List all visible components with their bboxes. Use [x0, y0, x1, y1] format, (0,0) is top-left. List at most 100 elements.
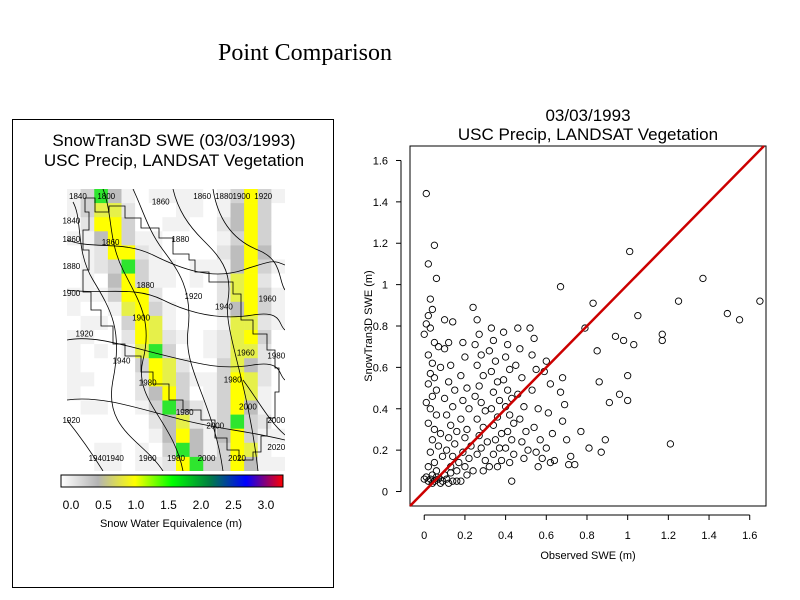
data-point	[558, 374, 567, 382]
contour-label: 2000	[206, 422, 224, 431]
raster-cell	[121, 301, 136, 317]
raster-cell	[148, 344, 163, 359]
contour-label: 2000	[267, 416, 285, 425]
raster-cell	[121, 400, 136, 415]
data-point	[432, 411, 441, 419]
raster-cell	[67, 414, 81, 429]
data-point	[532, 365, 540, 374]
raster-cell	[80, 358, 95, 373]
data-point	[503, 386, 512, 394]
raster-cell	[257, 386, 272, 401]
contour-label: 1960	[237, 349, 255, 358]
data-point	[605, 398, 614, 407]
raster-cell	[94, 456, 109, 471]
raster-cell	[162, 273, 177, 288]
raster-cell	[271, 428, 285, 444]
data-point	[430, 338, 439, 347]
data-point	[487, 324, 496, 332]
contour-label: 1980	[267, 351, 285, 360]
data-point	[495, 396, 504, 405]
x-tick-label: 1	[625, 530, 631, 542]
map-title-line2: USC Precip, LANDSAT Vegetation	[43, 151, 305, 170]
data-point	[501, 403, 510, 411]
contour-label: 1860	[193, 192, 211, 201]
data-point	[491, 436, 500, 444]
raster-cell	[121, 358, 136, 373]
data-point	[483, 438, 491, 446]
data-point	[479, 467, 487, 475]
contour-line	[212, 189, 285, 291]
raster-cell	[257, 245, 272, 260]
raster-cell	[80, 231, 95, 246]
raster-cell	[257, 287, 272, 303]
data-point	[424, 380, 432, 388]
raster-cell	[271, 400, 285, 415]
raster-cell	[148, 400, 163, 415]
y-tick-label: 1.4	[373, 197, 388, 209]
raster-cell	[230, 189, 245, 204]
data-point	[510, 419, 518, 427]
raster-cell	[107, 400, 122, 415]
raster-cell	[216, 189, 231, 204]
raster-cell	[135, 301, 150, 317]
raster-cell	[244, 217, 259, 232]
contour-label: 1880	[215, 192, 233, 201]
raster-cell	[203, 372, 218, 387]
data-point	[475, 330, 483, 338]
contour-label: 1900	[233, 192, 251, 201]
contour-label: 1880	[137, 281, 155, 290]
data-point	[432, 467, 441, 475]
raster-cell	[162, 301, 177, 317]
basin-outline	[82, 197, 280, 461]
scatter-title-line2: USC Precip, LANDSAT Vegetation	[457, 125, 719, 144]
contour-label: 1860	[152, 197, 170, 206]
data-point	[585, 444, 593, 452]
raster-cell	[257, 273, 272, 288]
raster-cell	[257, 330, 272, 345]
contour-line	[72, 201, 164, 471]
data-point	[544, 409, 552, 417]
data-point	[475, 382, 483, 390]
raster-cell	[162, 315, 177, 331]
raster-cell	[121, 442, 136, 458]
raster-cell	[244, 301, 259, 317]
raster-cell	[121, 217, 136, 232]
raster-cell	[244, 428, 259, 444]
data-point	[495, 444, 504, 452]
data-point	[449, 403, 457, 411]
data-point	[499, 376, 508, 384]
data-point	[459, 396, 467, 405]
data-point	[447, 421, 455, 429]
data-point	[524, 446, 532, 454]
data-point	[473, 361, 481, 369]
data-point	[532, 448, 540, 456]
data-point	[508, 394, 516, 403]
data-point	[420, 330, 428, 338]
raster-cell	[216, 386, 231, 401]
raster-cell	[189, 428, 204, 444]
raster-cell	[67, 231, 81, 246]
data-point	[518, 438, 526, 446]
raster-cell	[94, 273, 109, 288]
data-point	[506, 458, 514, 467]
raster-cell	[189, 203, 204, 218]
raster-cell	[80, 428, 95, 444]
contour-label: 1940	[113, 357, 131, 366]
raster-cell	[107, 414, 122, 429]
data-point	[508, 436, 516, 444]
contour-label: 1860	[102, 238, 120, 247]
data-point	[463, 384, 471, 392]
raster-cell	[244, 203, 259, 218]
raster-cell	[189, 315, 204, 331]
data-point	[550, 456, 559, 465]
raster-cell	[148, 428, 163, 444]
data-point	[522, 427, 530, 436]
raster-cell	[189, 456, 204, 471]
data-point	[548, 429, 557, 438]
raster-cell	[216, 315, 231, 331]
contour-label: 1860	[62, 235, 80, 244]
data-point	[530, 334, 538, 343]
raster-cell	[244, 414, 259, 429]
raster-cell	[94, 189, 109, 204]
data-point	[534, 405, 542, 413]
